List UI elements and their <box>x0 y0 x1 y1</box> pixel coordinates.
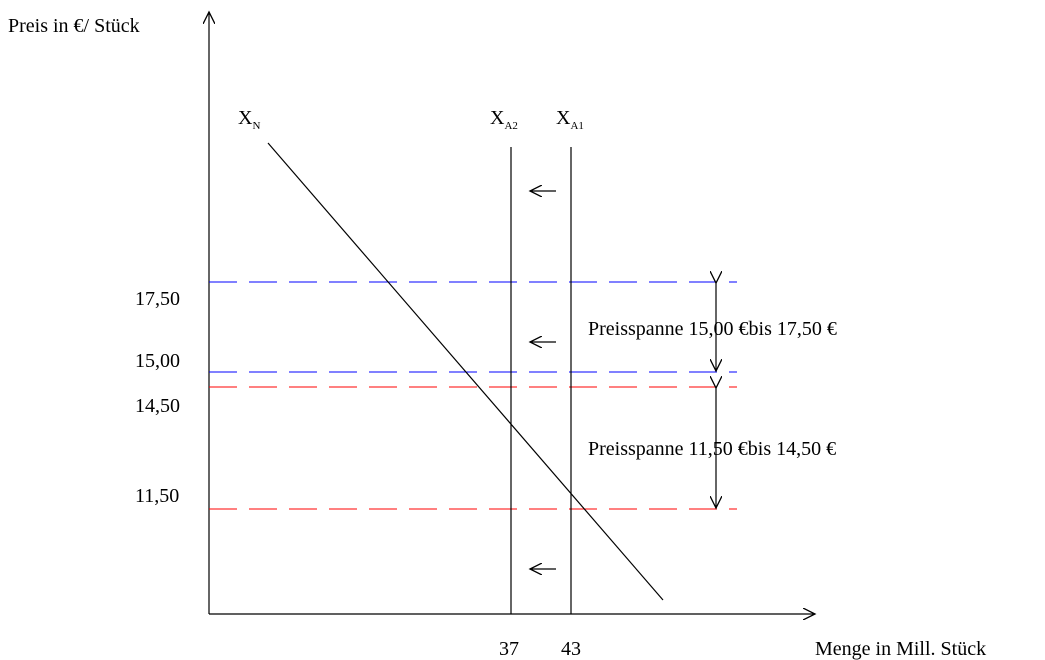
price-label-14-50: 14,50 <box>135 395 180 417</box>
demand-line <box>267 142 664 601</box>
demand-curve-label: XN <box>238 107 260 132</box>
quantity-label-43: 43 <box>561 638 581 660</box>
supply2-curve-label: XA2 <box>490 107 518 132</box>
price-label-11-50: 11,50 <box>135 485 179 507</box>
price-label-17-50: 17,50 <box>135 288 180 310</box>
price-label-15-00: 15,00 <box>135 350 180 372</box>
x-axis-label: Menge in Mill. Stück <box>815 638 986 660</box>
y-axis-label: Preis in €/ Stück <box>8 15 140 37</box>
span-label-lower: Preisspanne 11,50 €bis 14,50 € <box>588 438 836 460</box>
span-label-upper: Preisspanne 15,00 €bis 17,50 € <box>588 318 837 340</box>
supply1-curve-label: XA1 <box>556 107 584 132</box>
quantity-label-37: 37 <box>499 638 519 660</box>
